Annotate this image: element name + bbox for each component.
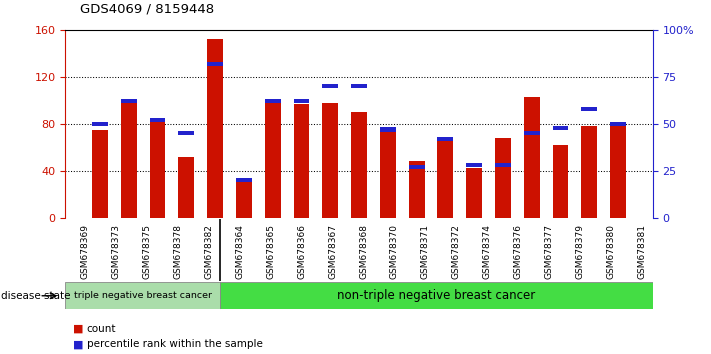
Text: GSM678372: GSM678372 [451, 224, 461, 279]
Text: percentile rank within the sample: percentile rank within the sample [87, 339, 262, 349]
Bar [294, 104, 309, 218]
Text: GSM678376: GSM678376 [513, 224, 523, 279]
Text: GSM678381: GSM678381 [637, 224, 646, 279]
Bar [178, 157, 194, 218]
Text: GSM678378: GSM678378 [173, 224, 183, 279]
Bar [178, 131, 194, 135]
Text: GSM678364: GSM678364 [235, 224, 245, 279]
Text: GSM678365: GSM678365 [267, 224, 275, 279]
Bar [65, 282, 220, 309]
Text: count: count [87, 324, 116, 333]
Bar [92, 122, 108, 126]
Text: GSM678382: GSM678382 [205, 224, 213, 279]
Text: GSM678370: GSM678370 [390, 224, 399, 279]
Bar [351, 112, 367, 218]
Text: GSM678373: GSM678373 [112, 224, 121, 279]
Bar [220, 282, 653, 309]
Bar [582, 107, 597, 111]
Bar [437, 139, 454, 218]
Text: GSM678369: GSM678369 [81, 224, 90, 279]
Bar [351, 84, 367, 88]
Text: GSM678379: GSM678379 [575, 224, 584, 279]
Bar [121, 103, 137, 218]
Text: GSM678375: GSM678375 [143, 224, 151, 279]
Text: triple negative breast cancer: triple negative breast cancer [74, 291, 212, 300]
Bar [582, 126, 597, 218]
Bar [236, 178, 252, 182]
Text: GSM678368: GSM678368 [359, 224, 368, 279]
Bar [552, 126, 568, 130]
Bar [437, 137, 454, 141]
Bar [495, 138, 511, 218]
Bar [207, 40, 223, 218]
Bar [121, 99, 137, 103]
Bar [495, 163, 511, 167]
Bar [322, 84, 338, 88]
Bar [610, 122, 626, 126]
Bar [380, 127, 396, 218]
Text: GSM678366: GSM678366 [297, 224, 306, 279]
Bar [207, 62, 223, 66]
Bar [552, 145, 568, 218]
Bar [524, 97, 540, 218]
Bar [409, 165, 424, 169]
Text: ■: ■ [73, 324, 83, 333]
Text: GSM678367: GSM678367 [328, 224, 337, 279]
Text: disease state: disease state [1, 291, 71, 301]
Bar [294, 99, 309, 103]
Bar [466, 169, 482, 218]
Bar [264, 99, 281, 103]
Bar [610, 126, 626, 218]
Bar [409, 161, 424, 218]
Text: ■: ■ [73, 339, 83, 349]
Bar [264, 101, 281, 218]
Bar [524, 131, 540, 135]
Text: GSM678377: GSM678377 [545, 224, 554, 279]
Bar [92, 130, 108, 218]
Text: GSM678374: GSM678374 [483, 224, 492, 279]
Text: GSM678380: GSM678380 [606, 224, 615, 279]
Text: non-triple negative breast cancer: non-triple negative breast cancer [337, 289, 535, 302]
Text: GDS4069 / 8159448: GDS4069 / 8159448 [80, 3, 214, 16]
Bar [150, 118, 166, 122]
Bar [236, 178, 252, 218]
Text: GSM678371: GSM678371 [421, 224, 430, 279]
Bar [150, 120, 166, 218]
Bar [380, 127, 396, 132]
Bar [466, 163, 482, 167]
Bar [322, 103, 338, 218]
